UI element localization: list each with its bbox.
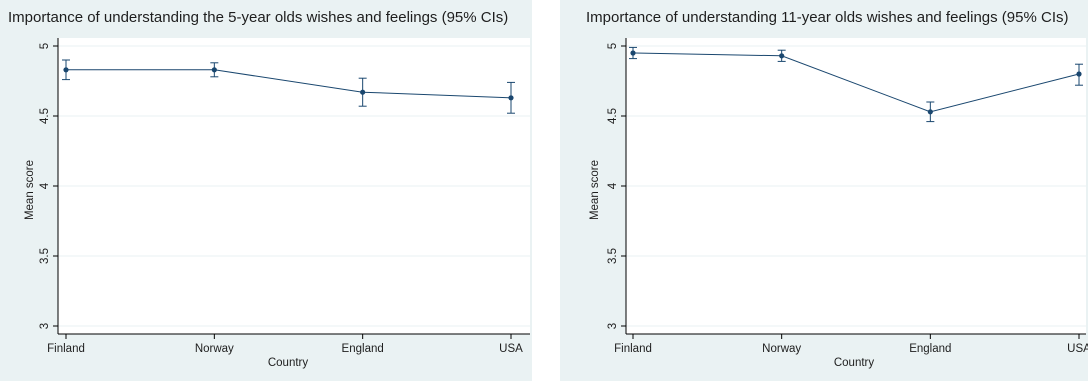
data-point [360,89,366,95]
y-tick-label: 3 [607,323,619,329]
x-tick-label: England [909,343,951,355]
x-axis-title: Country [268,357,309,369]
chart-title: Importance of understanding the 5-year o… [8,9,508,26]
x-tick-label: Norway [762,343,801,355]
data-point [1076,71,1082,77]
y-tick-label: 4 [39,182,51,189]
y-tick-label: 4.5 [607,108,619,124]
data-point [211,67,217,73]
y-tick-label: 4.5 [39,108,51,124]
data-point [63,67,69,73]
chart-panel-5-year: Importance of understanding the 5-year o… [0,0,532,381]
y-tick-label: 3.5 [607,248,619,264]
x-tick-label: England [342,343,384,355]
y-axis-title: Mean score [589,160,601,220]
y-tick-label: 4 [607,182,619,189]
series-line [632,52,1080,113]
x-tick-label: Finland [47,343,85,355]
data-point [927,109,933,115]
series-line [66,69,512,99]
y-tick-label: 3.5 [39,248,51,264]
chart-panel-11-year: Importance of understanding 11-year olds… [560,0,1088,381]
x-axis-title: Country [834,357,875,369]
chart-title: Importance of understanding 11-year olds… [586,9,1068,26]
x-tick-label: USA [499,343,523,355]
y-axis-title: Mean score [24,160,36,220]
data-point [508,95,514,101]
y-tick-label: 3 [39,323,51,329]
x-tick-label: Finland [614,343,652,355]
data-point [630,50,636,56]
chart-11-year: Importance of understanding 11-year olds… [586,9,1088,369]
x-tick-label: USA [1067,343,1088,355]
y-tick-label: 5 [607,43,619,49]
chart-5-year: Importance of understanding the 5-year o… [8,9,530,369]
y-tick-label: 5 [39,43,51,49]
x-tick-label: Norway [195,343,234,355]
data-point [779,53,785,59]
